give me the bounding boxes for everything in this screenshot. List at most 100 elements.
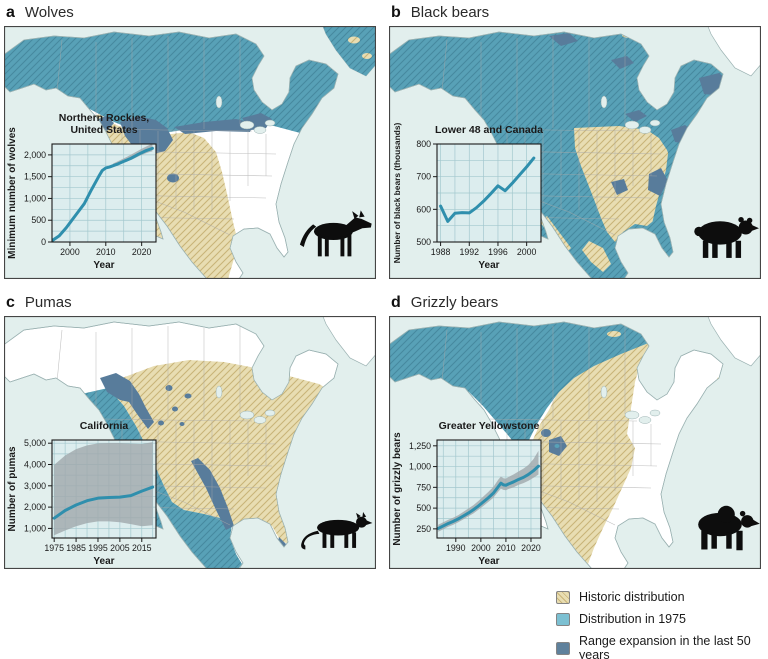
lake <box>264 119 276 127</box>
panel-c-header: c Pumas <box>6 294 72 312</box>
historic-distribution-region <box>108 360 336 544</box>
range-expansion-region <box>167 173 179 183</box>
chart-text: Year <box>478 260 499 271</box>
axis-ticks <box>433 143 528 246</box>
historic-distribution-region <box>532 329 681 566</box>
historic-distribution-region <box>607 331 621 337</box>
chart-text: 1992 <box>459 247 479 257</box>
panel-d-title: Grizzly bears <box>410 294 499 311</box>
greenland-landmass <box>707 316 761 367</box>
chart-text: 1,500 <box>24 172 46 182</box>
chart-text: Northern Rockies, <box>59 112 150 124</box>
lake <box>253 416 267 424</box>
chart-text: 250 <box>416 524 431 534</box>
range-expansion-swatch <box>556 641 570 655</box>
trend-line <box>52 146 154 242</box>
chart-text: 1,000 <box>24 523 46 533</box>
chart-text: Minimum number of wolves <box>7 127 18 259</box>
chart-text: Number of grizzly bears <box>392 432 403 546</box>
lake <box>649 409 661 417</box>
lake <box>600 95 608 109</box>
range-expansion-region <box>541 429 551 437</box>
range-expansion-region <box>100 373 154 429</box>
panel-d-header: d Grizzly bears <box>391 294 498 312</box>
range-expansion-region <box>648 168 668 196</box>
chart-text: Year <box>93 556 114 567</box>
axis-ticks <box>48 442 143 542</box>
historic-distribution-region <box>582 241 611 272</box>
panel-d-letter: d <box>391 294 401 311</box>
legend-label: Distribution in 1975 <box>579 612 687 626</box>
chart-text: 2020 <box>132 247 152 257</box>
distribution-1975-region <box>389 316 681 466</box>
distribution-map-black-bears: 1988 1992 1996 2000 500 600 700 800 Lower 48 and… <box>389 26 761 279</box>
lake <box>215 95 223 109</box>
chart-text: Year <box>93 260 114 271</box>
chart-text: 2000 <box>471 543 491 553</box>
legend-label: Range expansion in the last 50 years <box>579 634 751 659</box>
map-frame <box>4 316 376 569</box>
trend-line <box>437 464 540 530</box>
map-black-bears: 1988 1992 1996 2000 500 600 700 800 Lower 48 and… <box>389 26 761 279</box>
range-expansion-region <box>625 110 647 122</box>
chart-text: 1990 <box>446 543 466 553</box>
greenland-landmass <box>707 26 761 77</box>
chart-text: Number of pumas <box>7 446 18 531</box>
chart-text: 2005 <box>110 543 130 553</box>
chart-text: 500 <box>416 503 431 513</box>
range-expansion-region <box>158 420 164 426</box>
chart-text: 1995 <box>88 543 108 553</box>
trend-line <box>439 156 536 223</box>
chart-text: 1,250 <box>409 441 431 451</box>
lake <box>638 416 652 424</box>
chart-text: 5,000 <box>24 438 46 448</box>
black-bear-icon <box>694 216 759 258</box>
chart-text: Year <box>478 556 499 567</box>
axis-ticks <box>433 445 532 542</box>
inset-chart-b: 1988 1992 1996 2000 500 600 700 800 Lower 48 and… <box>392 123 543 271</box>
chart-text: 2000 <box>517 247 537 257</box>
chart-text: 1985 <box>66 543 86 553</box>
chart-text: 800 <box>416 139 431 149</box>
chart-text: 1,000 <box>24 193 46 203</box>
chart-text: 500 <box>31 215 46 225</box>
range-expansion-region <box>184 393 192 399</box>
range-expansion-region <box>172 406 178 412</box>
lake <box>253 126 267 134</box>
lake <box>264 409 276 417</box>
map-legend: Historic distribution Distribution in 19… <box>556 590 768 659</box>
panel-c-letter: c <box>6 294 15 311</box>
lake <box>624 410 640 420</box>
panel-a-header: a Wolves <box>6 4 74 22</box>
confidence-band <box>54 442 153 536</box>
chart-text: 2015 <box>132 543 152 553</box>
chart-text: 600 <box>416 204 431 214</box>
lake <box>649 119 661 127</box>
legend-item-expansion: Range expansion in the last 50 years <box>556 634 768 659</box>
range-expansion-region <box>191 458 234 530</box>
inset-chart-d: 1990 2000 2010 2020 250 500 750 1,000 1,250 Great… <box>392 420 542 567</box>
chart-text: 500 <box>416 237 431 247</box>
trend-line <box>52 485 155 520</box>
chart-text: 2000 <box>60 247 80 257</box>
distribution-map-wolves: 2000 2010 2020 0 500 1,000 1,500 2,000 Northern … <box>4 26 376 279</box>
lake <box>239 120 255 130</box>
map-grizzly-bears: 1990 2000 2010 2020 250 500 750 1,000 1,250 Great… <box>389 316 761 569</box>
chart-text: 4,000 <box>24 460 46 470</box>
chart-text: 750 <box>416 482 431 492</box>
inset-chart-a: 2000 2010 2020 0 500 1,000 1,500 2,000 Northern … <box>7 112 157 271</box>
inset-chart-c: 1975 1985 1995 2005 2015 1,000 2,000 3,000 4,000… <box>7 420 157 567</box>
chart-text: 2010 <box>96 247 116 257</box>
chart-text: 1996 <box>488 247 508 257</box>
historic-distribution-region <box>362 53 372 59</box>
map-pumas: 1975 1985 1995 2005 2015 1,000 2,000 3,000 4,000… <box>4 316 376 569</box>
chart-text: 2020 <box>521 543 541 553</box>
map-frame <box>389 316 761 569</box>
chart-text: 1988 <box>431 247 451 257</box>
lake <box>624 120 640 130</box>
chart-text: California <box>80 420 129 432</box>
map-frame <box>4 26 376 279</box>
chart-text: 0 <box>41 237 46 247</box>
range-expansion-region <box>165 385 173 391</box>
range-expansion-region <box>611 56 634 69</box>
